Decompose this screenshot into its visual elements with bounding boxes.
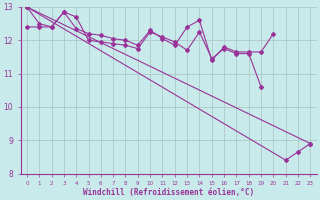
X-axis label: Windchill (Refroidissement éolien,°C): Windchill (Refroidissement éolien,°C) [83, 188, 254, 197]
